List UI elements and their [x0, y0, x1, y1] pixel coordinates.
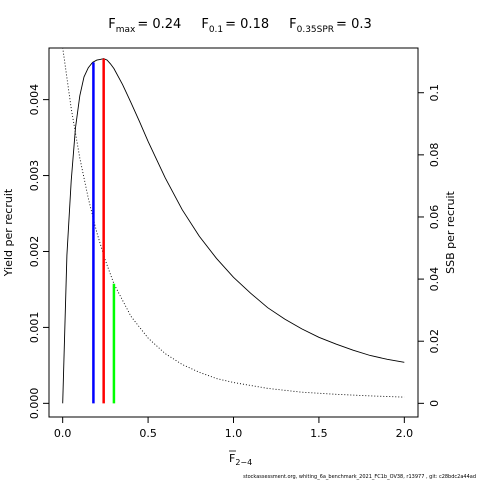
y-left-tick-label: 0.003 — [28, 160, 41, 192]
y-left-tick-label: 0.001 — [28, 312, 41, 344]
reference-lines — [92, 58, 116, 404]
x-tick-label: 1.5 — [310, 427, 328, 440]
title-value: = 0.3 — [336, 17, 372, 32]
title-symbol: F — [289, 17, 296, 32]
y-axis-left-label: Yield per recruit — [2, 188, 15, 277]
x-axis-label-text: F2−4 — [229, 452, 252, 467]
y-right-tick-label: 0 — [428, 400, 441, 407]
x-label-symbol: F — [229, 452, 235, 465]
y-axis-right-label: SSB per recruit — [444, 190, 457, 273]
x-label-subscript: 2−4 — [235, 458, 252, 467]
title-subscript: 0.35SPR — [297, 25, 334, 35]
footer-note: stockassessment.org, whiting_6a_benchmar… — [243, 474, 476, 480]
y-axis-right: 0 0.02 0.04 0.06 0.08 0.1 — [418, 84, 441, 407]
x-tick-label: 0.5 — [139, 427, 157, 440]
y-left-tick-label: 0.000 — [28, 388, 41, 420]
title-value: = 0.18 — [225, 17, 269, 32]
yield-per-recruit-line — [62, 58, 405, 404]
title-symbol: F — [201, 17, 208, 32]
x-tick-label: 2.0 — [396, 427, 414, 440]
y-right-tick-label: 0.02 — [428, 329, 441, 354]
y-left-tick-label: 0.002 — [28, 236, 41, 268]
x-axis-label: F2−4 — [229, 450, 252, 467]
y-right-tick-label: 0.04 — [428, 267, 441, 292]
series-group — [62, 47, 405, 404]
title-subscript: max — [116, 25, 136, 35]
y-right-tick-label: 0.1 — [428, 84, 441, 102]
chart-title: Fmax = 0.24 F0.1 = 0.18 F0.35SPR = 0.3 — [108, 17, 372, 35]
y-right-tick-label: 0.06 — [428, 205, 441, 230]
x-tick-label: 0.0 — [54, 427, 72, 440]
y-right-tick-label: 0.08 — [428, 143, 441, 168]
title-value: = 0.24 — [137, 17, 181, 32]
title-subscript: 0.1 — [209, 25, 223, 35]
y-left-tick-label: 0.004 — [28, 84, 41, 116]
y-axis-left: 0.000 0.001 0.002 0.003 0.004 — [28, 84, 49, 419]
title-symbol: F — [108, 17, 115, 32]
x-axis: 0.0 0.5 1.0 1.5 2.0 — [54, 417, 413, 440]
x-tick-label: 1.0 — [225, 427, 243, 440]
